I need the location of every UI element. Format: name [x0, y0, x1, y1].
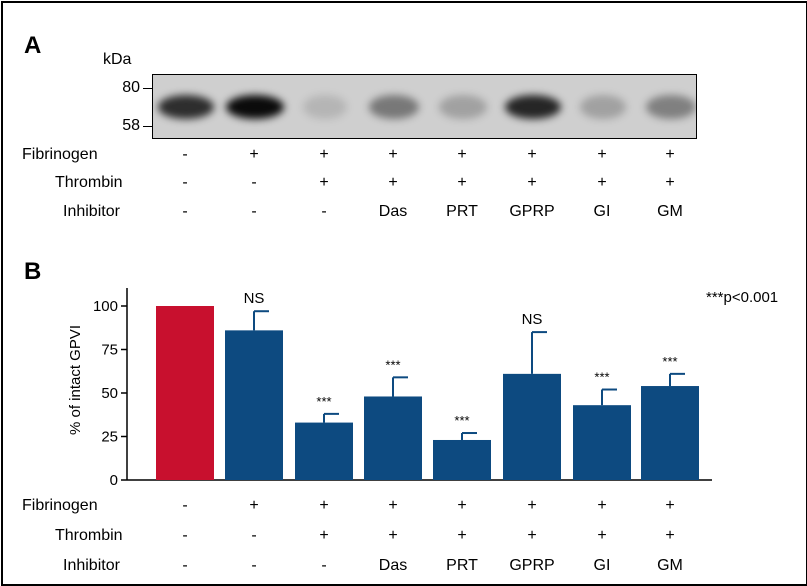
b-thrombin-cell: -	[182, 527, 188, 544]
b-thrombin-cell: +	[665, 527, 675, 544]
bar	[573, 405, 631, 480]
blot-band	[226, 95, 284, 119]
a-inhibitor-cell: -	[321, 203, 327, 220]
b-row-label-inhibitor: Inhibitor	[63, 557, 120, 574]
a-row-label-fibrinogen: Fibrinogen	[22, 146, 98, 163]
y-tick-label: 75	[101, 342, 118, 359]
b-fibrinogen-cell: +	[597, 497, 607, 514]
y-tick-label: 0	[110, 472, 118, 489]
b-fibrinogen-cell: +	[319, 497, 329, 514]
a-thrombin-cell: -	[251, 174, 257, 191]
blot-band	[369, 95, 419, 119]
b-thrombin-cell: +	[597, 527, 607, 544]
a-thrombin-cell: -	[182, 174, 188, 191]
marker-80-tick	[143, 88, 152, 89]
a-fibrinogen-cell: +	[665, 146, 675, 163]
a-thrombin-cell: +	[457, 174, 467, 191]
a-row-label-inhibitor: Inhibitor	[63, 203, 120, 220]
a-thrombin-cell: +	[388, 174, 398, 191]
bar	[503, 373, 561, 480]
a-inhibitor-cell: -	[251, 203, 257, 220]
a-thrombin-cell: +	[597, 174, 607, 191]
western-blot	[152, 74, 697, 139]
a-inhibitor-cell: Das	[378, 203, 408, 220]
bar	[295, 422, 353, 480]
a-thrombin-cell: +	[319, 174, 329, 191]
b-fibrinogen-cell: +	[527, 497, 537, 514]
a-fibrinogen-cell: +	[527, 146, 537, 163]
b-inhibitor-cell: Das	[378, 557, 408, 574]
b-row-label-thrombin: Thrombin	[55, 527, 123, 544]
blot-band	[439, 95, 487, 119]
bars: NS *** *** *** NS *** ***	[156, 290, 699, 480]
bar	[433, 439, 491, 480]
significance-annotation: NS	[522, 311, 543, 328]
significance-annotation: NS	[244, 290, 265, 307]
blot-band	[158, 95, 214, 119]
b-thrombin-cell: +	[527, 527, 537, 544]
b-fibrinogen-cell: -	[182, 497, 188, 514]
a-row-label-thrombin: Thrombin	[55, 174, 123, 191]
b-inhibitor-cell: -	[251, 557, 257, 574]
b-inhibitor-cell: -	[321, 557, 327, 574]
a-fibrinogen-cell: +	[457, 146, 467, 163]
b-inhibitor-cell: -	[182, 557, 188, 574]
a-fibrinogen-cell: +	[249, 146, 259, 163]
y-tick-label: 100	[93, 298, 118, 315]
blot-band	[580, 95, 626, 119]
kda-label: kDa	[103, 51, 132, 68]
significance-annotation: ***	[385, 357, 400, 372]
marker-58: 58	[122, 117, 140, 134]
b-row-label-fibrinogen: Fibrinogen	[22, 497, 98, 514]
b-fibrinogen-cell: +	[457, 497, 467, 514]
bar	[364, 396, 422, 480]
a-fibrinogen-cell: +	[319, 146, 329, 163]
a-inhibitor-cell: PRT	[446, 203, 478, 220]
significance-annotation: ***	[454, 413, 469, 428]
b-thrombin-cell: +	[388, 527, 398, 544]
significance-note: ***p<0.001	[706, 289, 779, 306]
a-thrombin-cell: +	[665, 174, 675, 191]
blot-band	[505, 95, 561, 119]
bar	[225, 330, 283, 480]
a-inhibitor-cell: GPRP	[509, 203, 555, 220]
y-tick-label: 25	[101, 429, 118, 446]
a-fibrinogen-cell: +	[597, 146, 607, 163]
a-inhibitor-cell: -	[182, 203, 188, 220]
b-thrombin-cell: +	[319, 527, 329, 544]
significance-annotation: ***	[316, 394, 331, 409]
b-inhibitor-cell: GM	[657, 557, 683, 574]
b-fibrinogen-cell: +	[388, 497, 398, 514]
bar	[156, 306, 214, 480]
marker-58-tick	[143, 126, 152, 127]
a-fibrinogen-cell: +	[388, 146, 398, 163]
significance-annotation: ***	[594, 370, 609, 385]
b-fibrinogen-cell: +	[249, 497, 259, 514]
b-thrombin-cell: +	[457, 527, 467, 544]
b-inhibitor-cell: PRT	[446, 557, 478, 574]
y-tick-label: 50	[101, 385, 118, 402]
a-fibrinogen-cell: -	[182, 146, 188, 163]
b-fibrinogen-cell: +	[665, 497, 675, 514]
blot-band	[646, 95, 696, 119]
b-inhibitor-cell: GI	[593, 557, 611, 574]
a-inhibitor-cell: GM	[657, 203, 683, 220]
y-axis-label: % of intact GPVI	[67, 325, 84, 435]
a-inhibitor-cell: GI	[593, 203, 611, 220]
bar	[641, 386, 699, 480]
blot-band	[303, 95, 347, 119]
marker-80: 80	[122, 79, 140, 96]
panel-a-label: A	[24, 32, 42, 59]
panel-b-label: B	[24, 258, 42, 285]
significance-annotation: ***	[662, 354, 677, 369]
b-inhibitor-cell: GPRP	[509, 557, 555, 574]
a-thrombin-cell: +	[527, 174, 537, 191]
b-thrombin-cell: -	[251, 527, 257, 544]
